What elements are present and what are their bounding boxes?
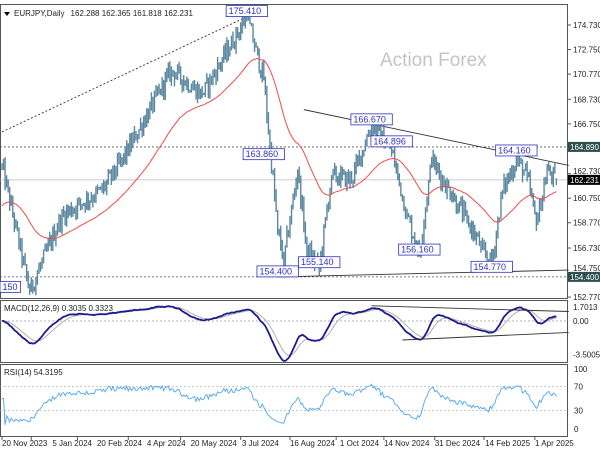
date-label: 20 Feb 2024	[97, 439, 142, 448]
price-tag-label: 162.231	[570, 176, 599, 185]
macd-tick-label: 1.7013	[573, 303, 598, 312]
price-annotation: 175.410	[229, 6, 262, 16]
price-annotation-box	[242, 148, 285, 161]
price-annotation-box	[298, 256, 341, 269]
date-label: 14 Feb 2025	[485, 439, 530, 448]
price-annotation-box	[495, 144, 538, 157]
axes: 174.730 172.750 170.770 168.730 166.750 162.7…	[1, 21, 600, 448]
price-tick-label: 170.770	[573, 70, 600, 79]
trendline	[1, 16, 248, 133]
price-tick-label: 158.770	[573, 219, 600, 228]
main-panel-border	[0, 4, 568, 299]
price-annotation: 155.140	[301, 257, 334, 267]
price-tick-label: 168.730	[573, 95, 600, 104]
price-annotation-box	[470, 260, 513, 273]
main-panel: Action Forex 175.410 166.670 164.896 164.16…	[0, 4, 569, 299]
price-tick-label: 172.750	[573, 46, 600, 55]
price-annotation-box	[0, 280, 22, 293]
price-annotation: 163.860	[246, 149, 279, 159]
price-annotation: 150	[3, 282, 18, 292]
price-tick-label: 174.730	[573, 21, 600, 30]
macd-label: MACD(12,26,9) 0.3035 0.3323	[4, 304, 114, 313]
price-annotation-box	[370, 135, 413, 148]
price-annotation-box	[350, 113, 393, 126]
price-tick-label: 166.750	[573, 120, 600, 129]
date-label: 31 Dec 2024	[435, 439, 481, 448]
rsi-tick-label: 100	[574, 365, 588, 374]
trendline	[277, 269, 569, 278]
rsi-tick-label: 30	[574, 407, 583, 416]
date-label: 20 Nov 2023	[2, 439, 48, 448]
date-label: 4 Apr 2024	[147, 439, 186, 448]
rsi-panel-border	[0, 364, 568, 437]
macd-trendline	[402, 331, 569, 341]
date-label: 14 Nov 2024	[384, 439, 430, 448]
macd-panel: MACD(12,26,9) 0.3035 0.3323	[0, 300, 569, 363]
level-price-tag	[568, 271, 600, 282]
price-tag-label: 164.890	[570, 143, 599, 152]
current-price-tag	[568, 174, 600, 185]
macd-tick-label: 0.00	[573, 317, 589, 326]
price-annotation: 164.160	[498, 145, 531, 155]
collapse-triangle-icon[interactable]	[4, 12, 10, 16]
price-annotation: 164.896	[373, 136, 406, 146]
level-price-tag	[568, 141, 600, 152]
price-annotation: 154.400	[259, 266, 292, 276]
price-annotation: 154.770	[474, 262, 507, 272]
price-tick-label: 162.730	[573, 167, 600, 176]
macd-trendline	[371, 305, 569, 312]
macd-panel-border	[0, 300, 568, 363]
price-tick-label: 156.730	[573, 244, 600, 253]
symbol-label: EURJPY,Daily	[14, 9, 65, 18]
date-label: 1 Apr 2025	[535, 439, 574, 448]
moving-average-line	[1, 58, 557, 240]
price-annotation-box	[256, 265, 299, 278]
price-annotation: 166.670	[353, 114, 386, 124]
price-annotation-box	[225, 5, 268, 17]
price-tag-label: 154.400	[570, 273, 599, 282]
price-annotation: 156.160	[401, 245, 434, 255]
rsi-tick-label: 0	[574, 425, 579, 434]
price-tick-label: 160.750	[573, 194, 600, 203]
rsi-panel: RSI(14) 54.3195	[0, 364, 568, 437]
date-label: 20 May 2024	[191, 439, 238, 448]
date-label: 16 Aug 2024	[290, 439, 335, 448]
price-tick-label: 154.750	[573, 264, 600, 273]
rsi-tick-label: 70	[574, 382, 583, 391]
date-label: 1 Oct 2024	[340, 439, 380, 448]
macd-line	[1, 305, 557, 362]
rsi-label: RSI(14) 54.3195	[4, 368, 63, 377]
watermark: Action Forex	[380, 50, 487, 71]
rsi-line	[2, 383, 557, 425]
ohlc-values: 162.288 162.365 161.818 162.231	[71, 9, 194, 18]
date-label: 3 Jul 2024	[242, 439, 279, 448]
date-label: 5 Jan 2024	[52, 439, 92, 448]
price-tick-label: 152.770	[573, 293, 600, 302]
price-annotation-box	[398, 243, 441, 256]
macd-tick-label: -3.5005	[573, 350, 600, 359]
